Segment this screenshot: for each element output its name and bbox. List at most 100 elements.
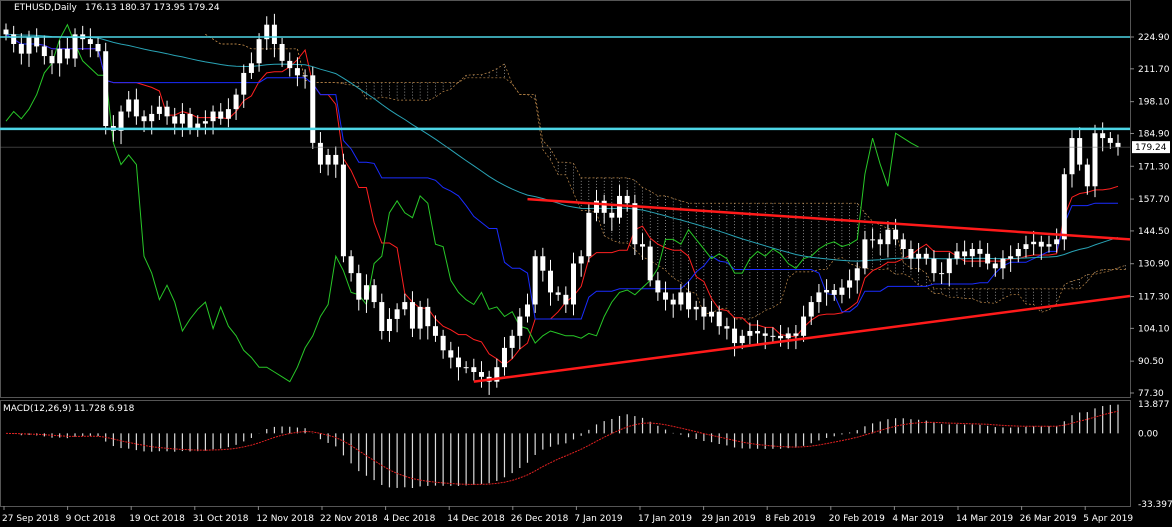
candle	[747, 322, 753, 345]
candle	[118, 105, 124, 145]
candle	[931, 250, 937, 282]
candle	[755, 320, 761, 345]
symbol-label: ETHUSD,Daily	[14, 3, 77, 13]
candle	[801, 305, 807, 342]
candle	[969, 242, 975, 268]
time-tick-label: 4 Mar 2019	[892, 514, 944, 524]
candle	[95, 37, 101, 58]
candle	[1061, 168, 1067, 251]
candle	[417, 300, 423, 340]
macd-tick-label: 13.877	[1138, 400, 1170, 410]
time-tick-label: 29 Jan 2019	[702, 514, 756, 524]
candle	[524, 293, 530, 323]
resistance-trendline	[527, 197, 1131, 241]
candle	[103, 42, 109, 135]
time-tick-label: 8 Feb 2019	[765, 514, 816, 524]
candle	[87, 28, 93, 58]
candle	[432, 315, 438, 342]
candle	[72, 28, 78, 67]
candle	[133, 88, 139, 125]
macd-signal-line	[5, 410, 1119, 485]
candle	[1077, 127, 1083, 171]
candle	[785, 327, 791, 350]
candle	[663, 281, 669, 311]
candle	[778, 324, 784, 347]
price-tick-label: 130.90	[1138, 260, 1170, 270]
candle	[448, 341, 454, 369]
macd-tick-label: -33.397	[1138, 500, 1172, 510]
price-tick-label: 198.10	[1138, 98, 1170, 108]
current-price-badge	[1132, 141, 1170, 154]
candle	[962, 240, 968, 265]
candle	[954, 242, 960, 265]
time-tick-label: 7 Jan 2019	[574, 514, 622, 524]
moving-average-line	[5, 33, 1119, 262]
candle	[701, 298, 707, 330]
candle	[310, 66, 316, 149]
candle	[916, 242, 922, 272]
axes: 224.90 211.70 198.10 184.90 171.30 157.70 144.…	[0, 33, 1172, 524]
candle	[302, 69, 308, 89]
candle	[156, 95, 162, 120]
candle	[655, 271, 661, 301]
candle	[632, 194, 638, 256]
price-tick-label: 144.50	[1138, 227, 1170, 237]
candle	[333, 146, 339, 178]
time-tick-label: 31 Oct 2018	[193, 514, 249, 524]
candle	[57, 40, 63, 77]
candle	[363, 274, 369, 313]
candle	[386, 308, 392, 342]
candle	[985, 242, 991, 270]
candle	[586, 204, 592, 263]
candle	[294, 57, 300, 87]
candle	[808, 296, 814, 325]
candle	[540, 247, 546, 282]
candle	[64, 37, 70, 65]
candle	[824, 279, 830, 306]
candle	[371, 279, 377, 309]
candle	[977, 240, 983, 268]
candle	[862, 230, 868, 275]
kijun-line	[5, 33, 1118, 320]
candle	[279, 37, 285, 67]
candle	[1100, 122, 1106, 152]
senkou-a-line	[205, 34, 1126, 320]
candle	[640, 233, 646, 260]
candle	[831, 283, 837, 301]
price-tick-label: 117.30	[1138, 293, 1170, 303]
candle	[870, 228, 876, 248]
candle	[1069, 129, 1075, 188]
candle	[946, 252, 952, 287]
candle	[923, 247, 929, 265]
candle	[463, 361, 469, 374]
candle	[379, 293, 385, 340]
candle	[1046, 235, 1052, 253]
candle	[501, 337, 507, 376]
candle	[233, 88, 239, 120]
candle	[716, 305, 722, 335]
candle	[425, 298, 431, 340]
candle	[578, 250, 584, 277]
candle	[1015, 242, 1021, 263]
candle	[571, 252, 577, 316]
price-tick-label: 211.70	[1138, 65, 1170, 75]
candle	[670, 293, 676, 318]
candle	[340, 153, 346, 263]
candle	[18, 33, 24, 65]
time-tick-label: 14 Mar 2019	[956, 514, 1013, 524]
macd-histogram	[5, 404, 1119, 488]
candle	[494, 358, 500, 388]
candle	[532, 250, 538, 313]
candle	[471, 358, 477, 381]
candle	[202, 110, 208, 135]
time-tick-label: 20 Feb 2019	[829, 514, 885, 524]
candle	[218, 103, 224, 125]
price-tick-label: 157.70	[1138, 195, 1170, 205]
candle	[594, 189, 600, 222]
candle	[271, 13, 277, 58]
candle	[402, 293, 408, 316]
candle	[908, 240, 914, 270]
time-tick-label: 26 Dec 2018	[511, 514, 569, 524]
